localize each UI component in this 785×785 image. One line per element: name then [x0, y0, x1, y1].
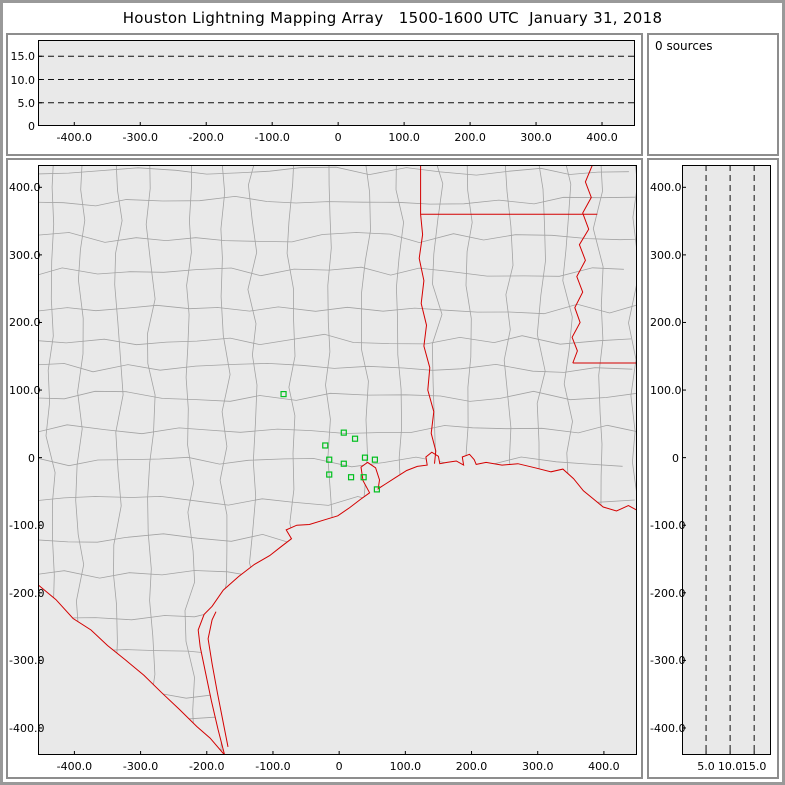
x-tick-label: -300.0	[122, 760, 159, 773]
x-tick-label: 300.0	[521, 760, 554, 773]
y-tick-label: -200.0	[9, 586, 45, 600]
plot-frame	[38, 165, 637, 755]
y-tick-label: -300.0	[9, 654, 45, 668]
lma-station-marker	[347, 474, 355, 481]
x-tick-label: -100.0	[255, 760, 291, 773]
plan-view-map-plot[interactable]	[38, 165, 637, 755]
x-tick-label: 100.0	[388, 131, 420, 144]
lma-station-marker	[340, 429, 347, 436]
x-tick-label: -200.0	[189, 760, 225, 773]
lma-stations	[280, 391, 380, 493]
source-count-text: 0 sources	[655, 39, 713, 53]
x-tick-label: 400.0	[586, 131, 618, 144]
x-tick-label: -100.0	[254, 131, 290, 144]
y-tick-label: -400.0	[650, 721, 686, 735]
x-tick-label: 200.0	[454, 131, 486, 144]
y-tick-label: 100.0	[9, 384, 41, 398]
mexico-mask	[38, 584, 225, 755]
y-tick-label: 400.0	[650, 181, 682, 195]
y-tick-label: 200.0	[9, 316, 41, 330]
x-tick-label: 0	[334, 131, 342, 144]
lma-station-marker	[326, 471, 333, 478]
lma-station-marker	[361, 454, 369, 461]
y-tick-label: -100.0	[650, 519, 686, 533]
y-tick-label: 0	[28, 120, 35, 133]
lma-station-marker	[280, 391, 287, 398]
altitude-gridlines	[705, 165, 755, 755]
lma-station-marker	[351, 435, 359, 442]
y-tick-label: 0	[28, 451, 35, 465]
x-tick-label: -300.0	[122, 131, 158, 144]
y-tick-label: 300.0	[650, 248, 682, 262]
altitude-eastwest-panel: 0 5.0 10.0 15.0 -400.0 -300.0 -200.0 -100.0 0 100…	[6, 33, 643, 156]
altitude-northsouth-panel: 400.0 300.0 200.0 100.0 0 -100.0 -200.0 -300.0 -…	[647, 158, 779, 779]
x-tick-label: 0	[335, 760, 343, 773]
lma-station-marker	[326, 456, 333, 463]
y-tick-label: 10.0	[10, 73, 36, 87]
y-tick-label: 15.0	[10, 50, 36, 64]
plan-view-map-panel: 400.0 300.0 200.0 100.0 0 -100.0 -200.0 -300.0 -…	[6, 158, 643, 779]
altitude-eastwest-plot[interactable]	[38, 40, 635, 126]
gulf-water	[198, 452, 637, 755]
window-title: Houston Lightning Mapping Array 1500-160…	[122, 9, 663, 27]
y-tick-label: 400.0	[9, 181, 41, 195]
plot-frame	[682, 165, 771, 755]
y-tick-label: -100.0	[9, 519, 45, 533]
y-tick-label: 200.0	[650, 316, 682, 330]
lma-station-marker	[340, 460, 347, 467]
x-tick-label: 100.0	[389, 760, 422, 773]
x-tick-label: -400.0	[56, 760, 93, 773]
x-tick-label: 15.0	[741, 760, 767, 773]
x-tick-label: 5.0	[697, 760, 715, 773]
x-tick-label: -200.0	[188, 131, 224, 144]
lma-station-marker	[322, 442, 329, 449]
source-count-panel: 0 sources	[647, 33, 779, 156]
y-tick-label: 0	[672, 451, 679, 465]
plot-frame	[38, 40, 635, 126]
y-tick-label: -400.0	[9, 721, 45, 735]
lma-station-marker	[360, 474, 367, 481]
lma-station-marker	[371, 456, 378, 463]
x-tick-label: 300.0	[520, 131, 552, 144]
altitude-gridlines	[38, 55, 635, 104]
y-tick-label: -200.0	[650, 586, 686, 600]
altitude-northsouth-plot[interactable]	[682, 165, 771, 755]
state-borders-and-coastline	[38, 165, 637, 755]
y-tick-label: 300.0	[9, 248, 41, 262]
y-tick-label: -300.0	[650, 654, 686, 668]
x-tick-label: 10.0	[717, 760, 743, 773]
y-tick-label: 100.0	[650, 384, 682, 398]
x-tick-label: 200.0	[455, 760, 488, 773]
x-tick-label: -400.0	[56, 131, 93, 144]
y-tick-label: 5.0	[17, 96, 36, 110]
x-tick-label: 400.0	[588, 760, 620, 773]
lma-station-marker	[373, 486, 380, 493]
